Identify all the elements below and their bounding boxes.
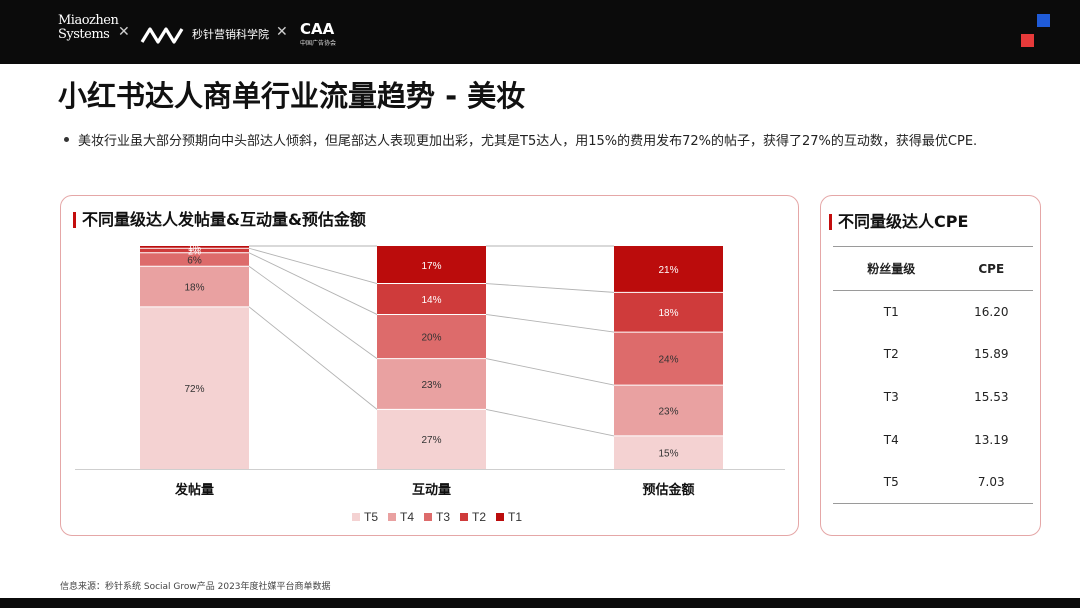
bar-t5 [614, 435, 723, 469]
legend-label: T2 [472, 510, 486, 524]
bar-t2 [377, 283, 486, 315]
legend-swatch-icon [496, 513, 504, 521]
connector-line [248, 252, 378, 315]
cross-icon: ✕ [118, 24, 130, 40]
data-label: 23% [421, 380, 441, 391]
cross-icon: ✕ [276, 24, 288, 40]
column-header-cpe: CPE [949, 246, 1033, 291]
data-label: 18% [658, 308, 678, 319]
data-source-note: 信息来源：秒针系统 Social Grow产品 2023年度社媒平台商单数据 [60, 582, 331, 592]
bar-t4 [140, 266, 249, 307]
x-tick-label: 发帖量 [174, 482, 214, 498]
page-title: 小红书达人商单行业流量趋势 - 美妆 [58, 79, 526, 113]
tier-cell: T1 [883, 305, 899, 320]
bar-t3 [377, 314, 486, 359]
connector-line [485, 408, 615, 437]
tier-cell: T5 [833, 460, 950, 504]
data-label: 24% [658, 355, 678, 366]
bar-t2 [614, 292, 723, 333]
bar-t5 [377, 409, 486, 469]
data-label: 18% [184, 283, 204, 294]
bar-t1 [377, 246, 486, 284]
bar-t4 [377, 358, 486, 410]
data-label: 21% [658, 265, 678, 276]
tier-cell: T2 [883, 347, 899, 362]
cpe-card-title: 不同量级达人CPE [829, 212, 968, 232]
red-square-decoration [1021, 34, 1034, 47]
cpe-table: 粉丝量级 CPE T1 16.20 T2 15.89 T3 15.53 T4 13.19… [833, 246, 1033, 504]
connector-line [485, 358, 615, 386]
table-row: T3 15.53 [833, 376, 1033, 419]
bar-t3 [614, 332, 723, 386]
cpe-cell: 16.20 [974, 305, 1009, 320]
bar-t1 [140, 246, 249, 249]
legend-label: T3 [436, 510, 450, 524]
chart-card-title: 不同量级达人发帖量&互动量&预估金额 [73, 210, 366, 230]
legend-swatch-icon [424, 513, 432, 521]
data-label: 15% [658, 448, 678, 459]
tier-cell: T4 [883, 432, 899, 447]
cpe-cell: 15.89 [974, 347, 1009, 362]
chart-card: 不同量级达人发帖量&互动量&预估金额 72% 18% 6% 2% 1% 27% 23% 20%… [60, 195, 799, 536]
tier-cell: T3 [883, 389, 899, 404]
table-row: T5 7.03 [833, 460, 1033, 504]
connector-line [248, 265, 378, 359]
bar-t4 [614, 385, 723, 436]
brand-bar: Miaozhen Systems ✕ 秒针营销科学院 ✕ CAA 中国广告协会 [0, 0, 1080, 64]
miaozhen-logo: Miaozhen Systems [58, 13, 119, 42]
connector-line [248, 306, 378, 410]
caa-subtitle: 中国广告协会 [300, 40, 337, 47]
bar-t3 [140, 252, 249, 267]
table-header-row: 粉丝量级 CPE [833, 246, 1033, 291]
summary-bullet: 美妆行业虽大部分预期向中头部达人倾斜，但尾部达人表现更加出彩，尤其是T5达人，用… [64, 133, 977, 151]
cpe-cell: 15.53 [974, 389, 1009, 404]
legend-swatch-icon [352, 513, 360, 521]
data-label: 1% [188, 243, 201, 253]
data-label: 20% [421, 333, 441, 344]
data-label: 17% [421, 261, 441, 272]
legend-swatch-icon [388, 513, 396, 521]
bottom-bar [0, 598, 1080, 608]
bar-t1 [614, 246, 723, 293]
cpe-cell: 13.19 [974, 432, 1009, 447]
academy-name: 秒针营销科学院 [192, 28, 269, 41]
x-tick-label: 预估金额 [642, 482, 694, 498]
bar-t2 [140, 248, 249, 253]
data-label: 23% [658, 406, 678, 417]
summary-text: 美妆行业虽大部分预期向中头部达人倾斜，但尾部达人表现更加出彩，尤其是T5达人，用… [78, 134, 978, 149]
legend-label: T5 [364, 510, 378, 524]
connector-line [485, 283, 615, 293]
caa-logo: CAA [300, 20, 335, 38]
table-row: T2 15.89 [833, 333, 1033, 376]
legend-label: T1 [508, 510, 522, 524]
stacked-bar-chart: 72% 18% 6%2%1% 27% 23% 20% 14% 17% 15% 23% 24% 18% 2… [75, 243, 785, 524]
mz-logo-icon [140, 27, 184, 44]
data-label: 6% [187, 256, 202, 267]
column-header-tier: 粉丝量级 [833, 246, 950, 291]
blue-square-decoration [1037, 14, 1050, 27]
x-tick-label: 互动量 [412, 483, 451, 498]
legend-label: T4 [400, 510, 414, 524]
cpe-cell: 7.03 [949, 460, 1033, 504]
cpe-card: 不同量级达人CPE 粉丝量级 CPE T1 16.20 T2 15.89 T3 15.… [820, 195, 1041, 536]
data-label: 27% [421, 435, 441, 446]
data-label: 2% [188, 247, 201, 257]
legend-swatch-icon [460, 513, 468, 521]
table-row: T1 16.20 [833, 291, 1033, 334]
bullet-icon [64, 137, 69, 142]
data-label: 14% [421, 295, 441, 306]
data-label: 72% [184, 384, 204, 395]
bar-t5 [140, 306, 249, 469]
connector-line [248, 247, 378, 284]
connector-line [485, 313, 615, 333]
table-row: T4 13.19 [833, 418, 1033, 461]
